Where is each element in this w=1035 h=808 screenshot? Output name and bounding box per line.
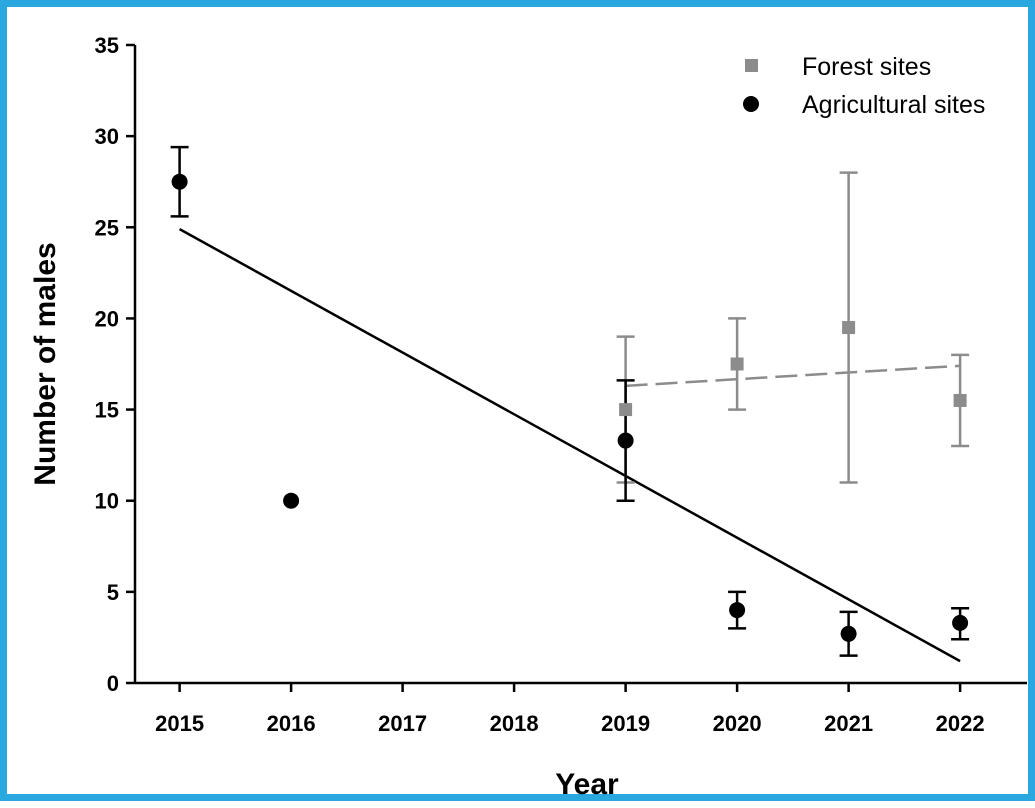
- y-tick-label: 5: [107, 580, 119, 605]
- agricultural-point: [729, 602, 746, 619]
- y-tick-label: 30: [95, 124, 119, 149]
- legend-forest-label: Forest sites: [802, 53, 931, 81]
- y-tick-label: 10: [95, 489, 119, 514]
- agricultural-point: [840, 625, 857, 642]
- x-tick-label: 2021: [824, 711, 873, 736]
- y-axis-title: Number of males: [29, 242, 62, 485]
- agricultural-point: [171, 173, 188, 190]
- x-tick-label: 2016: [267, 711, 316, 736]
- agricultural-point: [283, 492, 300, 509]
- x-tick-label: 2015: [155, 711, 204, 736]
- x-tick-label: 2020: [713, 711, 762, 736]
- y-tick-label: 25: [95, 215, 119, 240]
- forest-point: [842, 321, 856, 335]
- y-tick-label: 20: [95, 306, 119, 331]
- agricultural-point: [617, 432, 634, 449]
- x-tick-label: 2018: [490, 711, 539, 736]
- x-tick-label: 2017: [378, 711, 427, 736]
- y-tick-label: 35: [95, 33, 119, 58]
- y-tick-label: 15: [95, 398, 119, 423]
- x-tick-label: 2022: [936, 711, 985, 736]
- agricultural-point: [952, 614, 969, 631]
- legend-agricultural-label: Agricultural sites: [802, 91, 985, 119]
- forest-point: [953, 393, 967, 407]
- legend-agricultural-marker: [743, 96, 759, 112]
- scatter-chart: 0 5 10 15 20 25 30 35 2015 2016 2017 2018 2019 2020 20…: [29, 33, 1027, 801]
- forest-trendline: [625, 364, 961, 388]
- x-tick-label: 2019: [601, 711, 650, 736]
- forest-point: [730, 357, 744, 371]
- x-axis-title: Year: [555, 768, 619, 801]
- forest-point: [619, 403, 633, 417]
- agricultural-trendline: [178, 228, 961, 663]
- y-tick-label: 0: [107, 671, 119, 696]
- legend-forest-marker: [745, 59, 758, 72]
